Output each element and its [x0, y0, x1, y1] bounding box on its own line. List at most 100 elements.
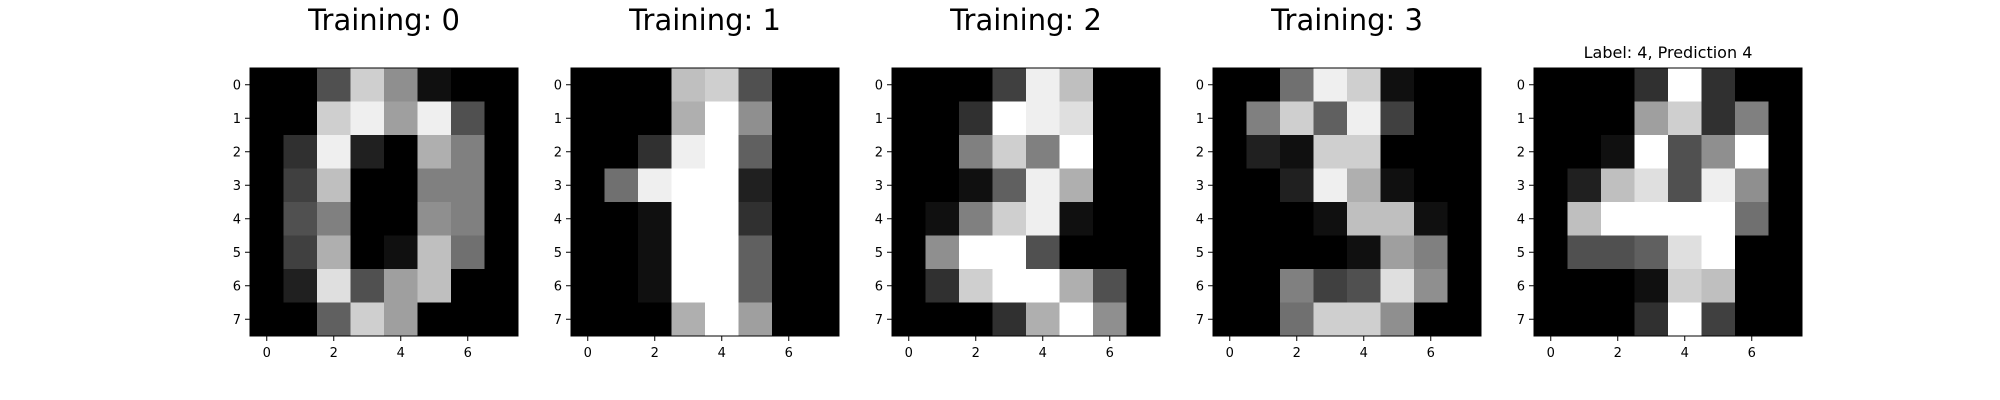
pixel-cell — [250, 168, 285, 203]
pixel-cell — [671, 168, 706, 203]
pixel-cell — [1701, 135, 1736, 170]
axes-frame — [1533, 67, 1803, 337]
pixel-cell — [959, 68, 994, 103]
pixel-cell — [1447, 302, 1482, 337]
x-tick-label: 4 — [1039, 346, 1047, 361]
pixel-cell — [959, 135, 994, 170]
pixel-cell — [1414, 101, 1449, 136]
pixel-cell — [1059, 101, 1094, 136]
x-tick-label: 4 — [1360, 346, 1368, 361]
pixel-cell — [1093, 101, 1128, 136]
pixel-cell — [1601, 202, 1636, 237]
pixel-cell — [805, 135, 840, 170]
pixel-cell — [705, 68, 740, 103]
pixel-cell — [1534, 235, 1569, 270]
pixel-cell — [1634, 101, 1669, 136]
y-tick-label: 1 — [1196, 112, 1204, 127]
pixel-cell — [571, 269, 606, 304]
y-tick-label: 5 — [1196, 246, 1204, 261]
pixel-cell — [705, 202, 740, 237]
pixel-cell — [738, 168, 773, 203]
pixel-cell — [992, 235, 1027, 270]
pixel-cell — [1534, 101, 1569, 136]
pixel-cell — [451, 168, 486, 203]
pixel-cell — [1567, 135, 1602, 170]
pixel-cell — [1246, 269, 1281, 304]
pixel-cell — [772, 101, 807, 136]
y-tick-label: 5 — [1517, 246, 1525, 261]
pixel-cell — [1601, 135, 1636, 170]
pixel-cell — [417, 235, 452, 270]
pixel-cell — [772, 68, 807, 103]
pixel-cell — [705, 269, 740, 304]
pixel-cell — [1126, 68, 1161, 103]
pixel-cell — [1668, 68, 1703, 103]
pixel-cell — [384, 269, 419, 304]
pixel-cell — [1280, 269, 1315, 304]
pixel-cell — [250, 135, 285, 170]
pixel-cell — [992, 302, 1027, 337]
pixel-cell — [992, 101, 1027, 136]
x-tick-label: 4 — [718, 346, 726, 361]
pixel-cell — [1534, 302, 1569, 337]
pixel-cell — [1735, 269, 1770, 304]
pixel-cell — [350, 302, 385, 337]
pixel-cell — [1701, 202, 1736, 237]
pixel-cell — [638, 202, 673, 237]
x-tick-label: 0 — [1547, 346, 1555, 361]
x-tick-label: 2 — [330, 346, 338, 361]
pixel-cell — [738, 302, 773, 337]
pixel-cell — [705, 101, 740, 136]
pixel-cell — [705, 302, 740, 337]
pixel-cell — [1701, 235, 1736, 270]
pixel-cell — [1534, 168, 1569, 203]
pixel-cell — [283, 235, 318, 270]
pixel-cell — [738, 269, 773, 304]
pixel-cell — [604, 168, 639, 203]
pixel-cell — [283, 302, 318, 337]
y-tick-label: 5 — [554, 246, 562, 261]
pixel-cell — [1280, 135, 1315, 170]
panel-title: Training: 1 — [628, 3, 781, 37]
pixel-cell — [1701, 168, 1736, 203]
pixel-cell — [1414, 202, 1449, 237]
pixel-cell — [1059, 235, 1094, 270]
pixel-cell — [671, 68, 706, 103]
pixel-cell — [1601, 168, 1636, 203]
pixel-cell — [1246, 302, 1281, 337]
pixel-cell — [705, 235, 740, 270]
pixel-cell — [1093, 302, 1128, 337]
pixel-cell — [1093, 269, 1128, 304]
pixel-cell — [671, 202, 706, 237]
y-tick-label: 3 — [1517, 179, 1525, 194]
pixel-cell — [417, 135, 452, 170]
pixel-cell — [417, 68, 452, 103]
y-tick-label: 2 — [233, 145, 241, 160]
pixel-cell — [1026, 101, 1061, 136]
y-tick-label: 0 — [1196, 78, 1204, 93]
pixel-cell — [1246, 235, 1281, 270]
x-tick-label: 4 — [1681, 346, 1689, 361]
pixel-cell — [1026, 135, 1061, 170]
pixel-cell — [417, 302, 452, 337]
pixel-cell — [1380, 202, 1415, 237]
x-tick-label: 6 — [1106, 346, 1114, 361]
y-tick-label: 6 — [1517, 279, 1525, 294]
panel-1: Training: 1 0 2 4 6 0 1 2 3 4 5 6 7 — [554, 3, 840, 361]
pixel-cell — [1601, 235, 1636, 270]
y-tick-label: 7 — [554, 313, 562, 328]
pixel-cell — [1601, 68, 1636, 103]
pixel-cell — [1380, 168, 1415, 203]
y-tick-label: 0 — [1517, 78, 1525, 93]
pixel-cell — [1347, 302, 1382, 337]
axes-frame — [570, 67, 840, 337]
pixel-cell — [1668, 202, 1703, 237]
pixel-cell — [992, 168, 1027, 203]
pixel-cell — [1126, 135, 1161, 170]
pixel-cell — [1380, 269, 1415, 304]
y-tick-label: 3 — [1196, 179, 1204, 194]
pixel-cell — [1534, 269, 1569, 304]
y-tick-label: 7 — [1517, 313, 1525, 328]
pixel-cell — [1246, 135, 1281, 170]
pixel-cell — [317, 135, 352, 170]
